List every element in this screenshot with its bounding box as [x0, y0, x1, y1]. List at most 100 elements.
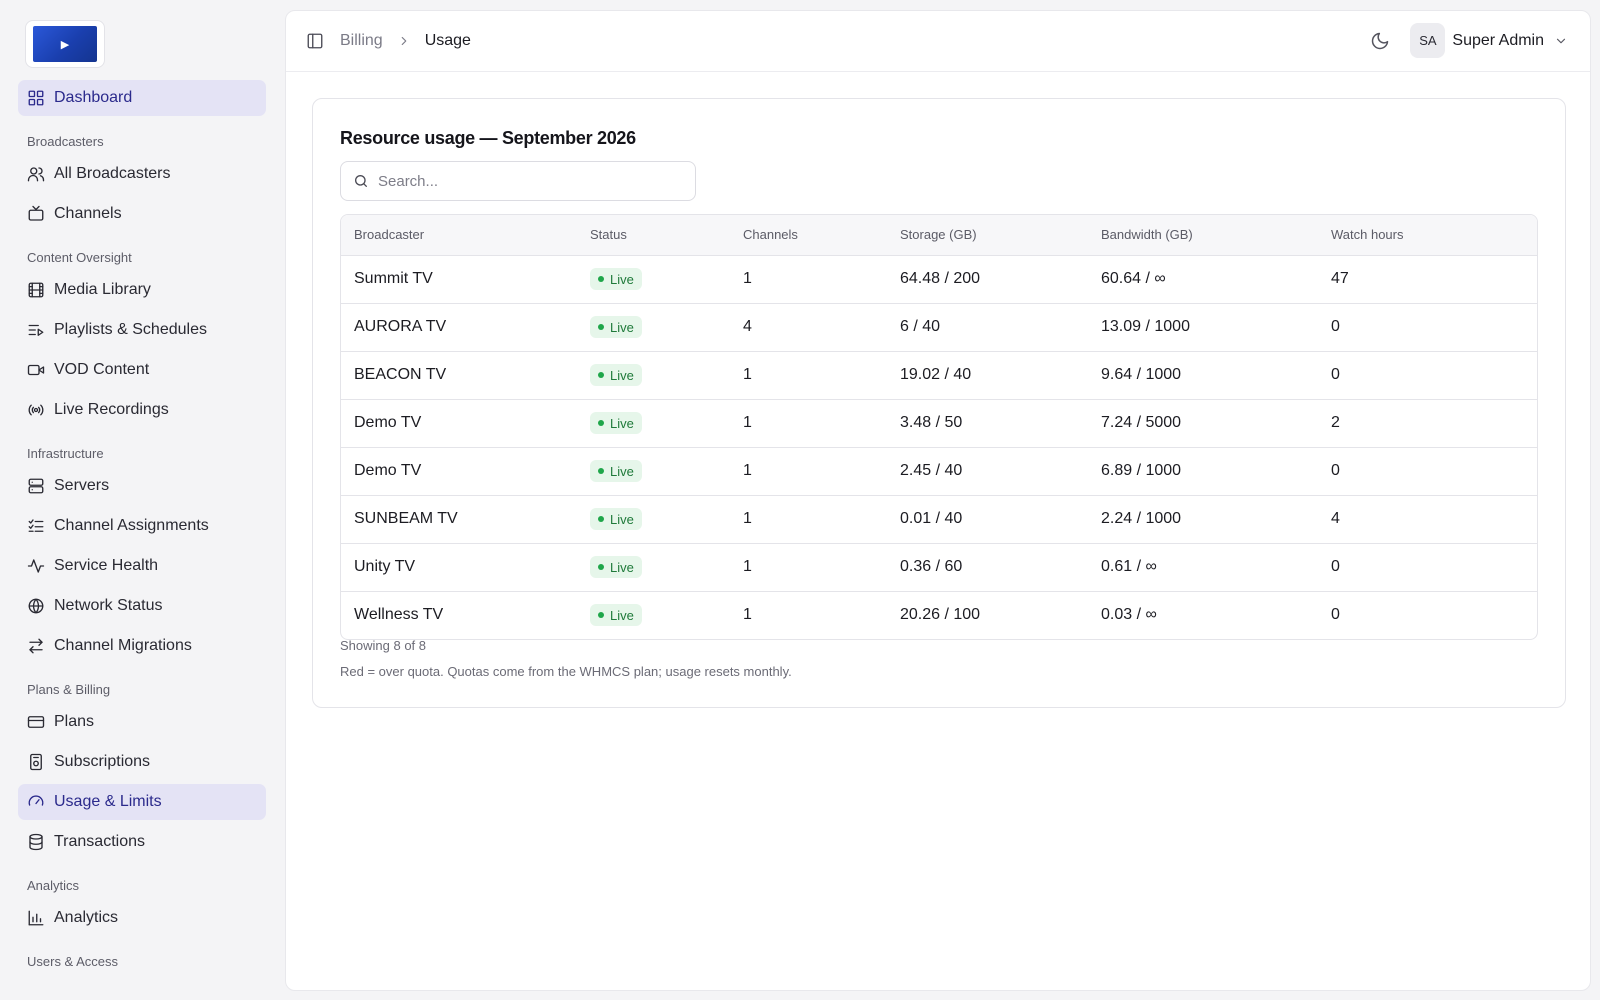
nav-section-users-and-access: Users & Access [27, 954, 119, 969]
sidebar-item-label: Playlists & Schedules [54, 321, 207, 338]
list-check-icon [28, 519, 44, 532]
play-logo-icon: ▶ [33, 26, 97, 62]
grid-icon [28, 90, 44, 106]
table-row[interactable]: SUNBEAM TV Live 1 0.01 / 40 2.24 / 1000 4 [341, 495, 1537, 544]
logo[interactable]: ▶ [25, 20, 105, 68]
sidebar-item-channel-assignments[interactable]: Channel Assignments [18, 508, 266, 544]
sidebar-item-usage-and-limits[interactable]: Usage & Limits [18, 784, 266, 820]
breadcrumb: Billing Usage [340, 32, 471, 50]
breadcrumb-usage: Usage [424, 32, 471, 49]
col-status[interactable]: Status [577, 215, 730, 256]
table-row[interactable]: AURORA TV Live 4 6 / 40 13.09 / 1000 0 [341, 303, 1537, 352]
breadcrumb-billing[interactable]: Billing [340, 32, 383, 49]
col-bandwidth[interactable]: Bandwidth (GB) [1088, 215, 1318, 256]
cell-broadcaster: Demo TV [341, 399, 577, 448]
sidebar-item-label: Analytics [54, 909, 119, 926]
nav-section-analytics: Analytics [27, 878, 80, 893]
status-text: Live [610, 463, 634, 479]
sidebar-item-service-health[interactable]: Service Health [18, 548, 266, 584]
card-title: Resource usage — September 2026 [340, 128, 636, 148]
cell-broadcaster: Demo TV [341, 447, 577, 496]
cell-channels: 4 [730, 303, 887, 352]
cell-broadcaster: Wellness TV [354, 606, 444, 624]
cell-broadcaster: Summit TV [341, 255, 577, 304]
sidebar: ▶ Dashboard Broadcasters All Broadcasters C… [0, 0, 284, 1000]
cell-watch-hours: 47 [1318, 255, 1537, 304]
cell-watch-hours: 4 [1318, 495, 1537, 544]
sidebar-item-network-status[interactable]: Network Status [18, 588, 266, 624]
status-badge: Live [590, 460, 642, 482]
sidebar-item-playlists-and-schedules[interactable]: Playlists & Schedules [18, 312, 266, 348]
cell-bandwidth: 0.03 / ∞ [1101, 606, 1157, 624]
status-text: Live [610, 607, 634, 623]
sidebar-item-label: All Broadcasters [54, 165, 171, 182]
cell-status: Live [577, 543, 730, 592]
cell-broadcaster: Unity TV [341, 543, 577, 592]
video-icon [27, 364, 45, 376]
status-badge: Live [590, 412, 642, 434]
sidebar-item-all-broadcasters[interactable]: All Broadcasters [18, 156, 266, 192]
server-icon [28, 478, 44, 494]
playlist-icon [28, 324, 44, 336]
sidebar-item-servers[interactable]: Servers [18, 468, 266, 504]
cell-watch-hours: 0 [1318, 303, 1537, 352]
cell-storage: 64.48 / 200 [887, 255, 1088, 304]
table-row[interactable]: Summit TV Live 1 64.48 / 200 60.64 / ∞ 47 [341, 255, 1537, 304]
avatar: SA [1410, 23, 1446, 58]
sidebar-item-live-recordings[interactable]: Live Recordings [18, 392, 266, 428]
table-row[interactable]: BEACON TV Live 1 19.02 / 40 9.64 / 1000 0 [341, 351, 1537, 400]
status-text: Live [610, 367, 634, 383]
film-icon [28, 282, 44, 298]
topbar: Billing Usage SA Super Admin [286, 11, 1590, 72]
arrows-swap-icon [29, 638, 43, 654]
cell-bandwidth: 6.89 / 1000 [1088, 447, 1318, 496]
status-text: Live [610, 559, 634, 575]
sidebar-item-label: Channel Assignments [54, 517, 209, 534]
status-dot-icon [598, 420, 604, 426]
quota-note: Red = over quota. Quotas come from the W… [340, 664, 792, 679]
cell-storage: 0.36 / 60 [887, 543, 1088, 592]
table-header-row: Broadcaster Status Channels Storage (GB)… [341, 215, 1537, 256]
sidebar-toggle-icon[interactable] [306, 32, 324, 50]
search-input[interactable] [378, 172, 678, 190]
sidebar-item-dashboard[interactable]: Dashboard [18, 80, 266, 116]
gauge-icon [28, 795, 44, 806]
sidebar-item-label: Servers [54, 477, 110, 494]
col-watch-hours[interactable]: Watch hours [1318, 215, 1537, 256]
cell-channels: 1 [730, 351, 887, 400]
sidebar-item-channels[interactable]: Channels [18, 196, 266, 232]
col-channels[interactable]: Channels [730, 215, 887, 256]
sidebar-item-plans[interactable]: Plans [18, 704, 266, 740]
status-dot-icon [598, 564, 604, 570]
showing-count: Showing 8 of 8 [340, 638, 427, 653]
user-menu[interactable]: SA Super Admin [1410, 23, 1568, 58]
cell-channels: 1 [730, 495, 887, 544]
status-badge: Live [590, 268, 642, 290]
col-broadcaster[interactable]: Broadcaster [341, 215, 577, 256]
sidebar-item-vod-content[interactable]: VOD Content [18, 352, 266, 388]
cell-status: Live [577, 255, 730, 304]
cell-broadcaster: BEACON TV [341, 351, 577, 400]
table-row[interactable]: Demo TV Live 1 2.45 / 40 6.89 / 1000 0 [341, 447, 1537, 496]
cell-channels: 1 [730, 447, 887, 496]
sidebar-item-channel-migrations[interactable]: Channel Migrations [18, 628, 266, 664]
moon-icon[interactable] [1370, 31, 1390, 51]
cell-broadcaster: AURORA TV [341, 303, 577, 352]
sidebar-item-media-library[interactable]: Media Library [18, 272, 266, 308]
sidebar-item-label: Live Recordings [54, 401, 169, 418]
sidebar-item-analytics[interactable]: Analytics [18, 900, 266, 936]
status-badge: Live [590, 556, 642, 578]
sidebar-nav: Dashboard Broadcasters All Broadcasters Cha… [18, 80, 266, 972]
cell-storage: 20.26 / 100 [900, 606, 981, 624]
table-row[interactable]: Demo TV Live 1 3.48 / 50 7.24 / 5000 2 [341, 399, 1537, 448]
cell-storage: 6 / 40 [887, 303, 1088, 352]
cell-status: Live [577, 495, 730, 544]
bar-chart-icon [28, 910, 44, 926]
table-row[interactable]: Unity TV Live 1 0.36 / 60 0.61 / ∞ 0 [341, 543, 1537, 592]
sidebar-item-subscriptions[interactable]: Subscriptions [18, 744, 266, 780]
col-storage[interactable]: Storage (GB) [887, 215, 1088, 256]
status-text: Live [610, 415, 634, 431]
sidebar-item-transactions[interactable]: Transactions [18, 824, 266, 860]
table-row[interactable]: Wellness TV Live 1 20.26 / 100 0.03 / ∞ 0 [341, 591, 1537, 639]
status-text: Live [610, 511, 634, 527]
